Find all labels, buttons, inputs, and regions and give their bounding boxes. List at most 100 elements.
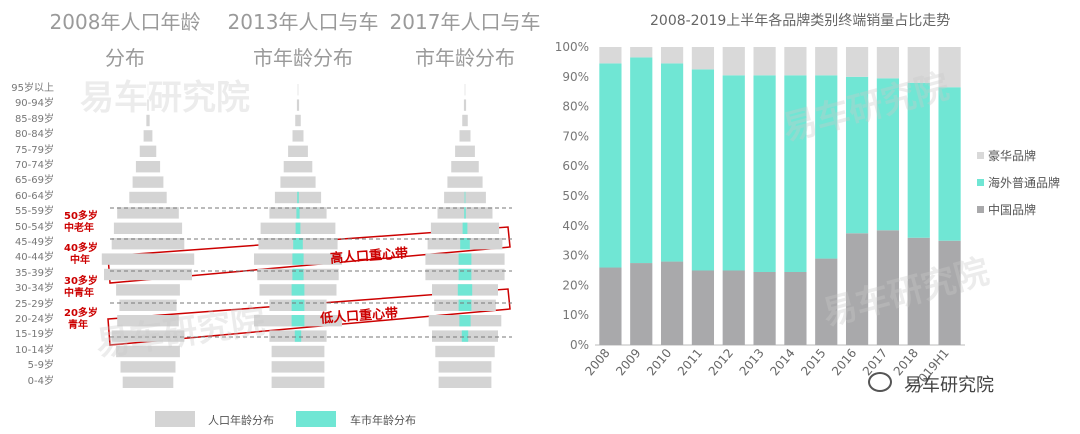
- bar-segment-china: [691, 270, 715, 345]
- age-note-40s-line1: 40多岁: [64, 243, 98, 254]
- pyramid-title-2017: 2017年人口与车 市年龄分布: [380, 4, 550, 76]
- population-bar: [135, 161, 161, 173]
- age-tick-label: 20-24岁: [14, 314, 54, 325]
- bar-segment-luxury: [938, 47, 961, 88]
- population-bar: [143, 130, 153, 142]
- bar-segment-luxury: [660, 47, 684, 64]
- bar-segment-luxury: [599, 47, 622, 64]
- x-tick-label: 2009: [613, 346, 643, 378]
- pyramid-title-2013-line1: 2013年人口与车: [227, 10, 379, 34]
- population-bar: [292, 130, 304, 142]
- car-market-bar: [461, 330, 469, 342]
- age-note-40s-line2: 中年: [70, 255, 90, 266]
- population-bar: [438, 376, 492, 388]
- age-tick-label: 70-74岁: [14, 160, 54, 171]
- car-market-bar: [295, 222, 301, 234]
- population-bar: [447, 176, 483, 188]
- age-tick-label: 30-34岁: [14, 283, 54, 295]
- bar-segment-overseas: [660, 63, 684, 262]
- population-bar: [129, 191, 167, 204]
- car-market-bar: [293, 238, 303, 250]
- bar-segment-overseas: [815, 75, 838, 259]
- age-note-40s: 40多岁 中年: [64, 243, 98, 267]
- bar-segment-china: [722, 270, 745, 345]
- car-market-bar: [458, 253, 472, 265]
- population-bar: [462, 114, 468, 127]
- population-bar: [271, 361, 325, 373]
- legend-swatch: [977, 152, 984, 159]
- age-note-30s: 30多岁 中青年: [64, 276, 98, 300]
- population-bar: [280, 176, 316, 188]
- pyramid-title-2013-line2: 市年龄分布: [253, 46, 353, 70]
- age-tick-label: 5-9岁: [27, 360, 54, 372]
- bar-segment-luxury: [722, 47, 745, 76]
- car-market-bar: [297, 191, 299, 204]
- population-bar: [116, 284, 180, 296]
- x-tick-label: 2015: [798, 346, 828, 378]
- legend-swatch: [977, 206, 984, 213]
- y-tick-label: 30%: [562, 249, 589, 263]
- pyramid-title-2008-line2: 分布: [105, 46, 145, 70]
- population-bar: [459, 130, 471, 142]
- x-tick-label: 2013: [737, 346, 767, 378]
- bar-segment-overseas: [845, 76, 869, 234]
- car-market-bar: [296, 207, 300, 219]
- y-tick-label: 40%: [562, 219, 589, 233]
- bar-segment-china: [815, 258, 838, 345]
- x-tick-label: 2011: [675, 346, 705, 378]
- car-market-bar: [291, 284, 305, 296]
- car-market-bar: [462, 222, 468, 234]
- population-bar: [120, 361, 176, 373]
- y-tick-label: 10%: [562, 308, 589, 322]
- population-bar: [271, 376, 325, 388]
- population-bar: [104, 268, 192, 281]
- wechat-logo-icon: [868, 372, 892, 392]
- population-bar: [117, 315, 179, 327]
- age-tick-label: 80-84岁: [14, 129, 54, 141]
- brand-logo-text: 易车研究院: [904, 375, 994, 396]
- bar-segment-luxury: [907, 47, 930, 83]
- car-market-bar: [464, 207, 466, 219]
- legend-label: 中国品牌: [988, 202, 1036, 217]
- age-tick-label: 0-4岁: [27, 375, 54, 387]
- car-market-bar: [294, 330, 302, 342]
- population-bar: [146, 114, 150, 127]
- population-bar: [455, 145, 475, 157]
- car-market-bar: [460, 238, 470, 250]
- car-market-bar: [459, 315, 471, 327]
- population-bar: [101, 253, 195, 265]
- bar-segment-luxury: [691, 47, 715, 70]
- brand-share-chart: 0%10%20%30%40%50%60%70%80%90%100%2008 200…: [555, 40, 1060, 391]
- pyramid-title-2008-line1: 2008年人口年龄: [49, 10, 201, 34]
- y-tick-label: 70%: [562, 129, 589, 143]
- pyramid-title-2017-line1: 2017年人口与车: [389, 10, 541, 34]
- age-note-50s: 50多岁 中老年: [64, 211, 98, 235]
- legend-label-car-market: 车市年龄分布: [350, 414, 416, 427]
- population-band-outline: [107, 288, 511, 346]
- population-bar: [111, 330, 185, 342]
- car-market-bar: [292, 253, 304, 265]
- population-bar: [116, 345, 180, 358]
- legend-swatch-car-market: [296, 411, 336, 427]
- bar-segment-china: [907, 237, 930, 345]
- bar-segment-luxury: [845, 47, 869, 77]
- age-note-20s-line2: 青年: [68, 320, 88, 331]
- pyramid-title-2008: 2008年人口年龄 分布: [40, 4, 210, 76]
- age-tick-label: 75-79岁: [14, 144, 54, 156]
- age-tick-label: 60-64岁: [14, 190, 54, 202]
- population-bar: [288, 145, 308, 157]
- population-bar: [117, 207, 179, 219]
- bar-segment-china: [630, 263, 653, 345]
- bar-segment-luxury: [784, 47, 807, 76]
- population-bar: [295, 114, 301, 127]
- age-tick-label: 35-39岁: [14, 267, 54, 279]
- bar-segment-overseas: [691, 69, 715, 271]
- bar-segment-overseas: [907, 82, 930, 238]
- legend-swatch-population: [155, 411, 195, 427]
- population-bar: [297, 84, 299, 96]
- bar-segment-china: [753, 271, 776, 345]
- population-bar: [122, 376, 174, 388]
- age-note-30s-line2: 中青年: [64, 288, 94, 299]
- bar-segment-overseas: [784, 75, 807, 272]
- age-tick-label: 25-29岁: [14, 298, 54, 310]
